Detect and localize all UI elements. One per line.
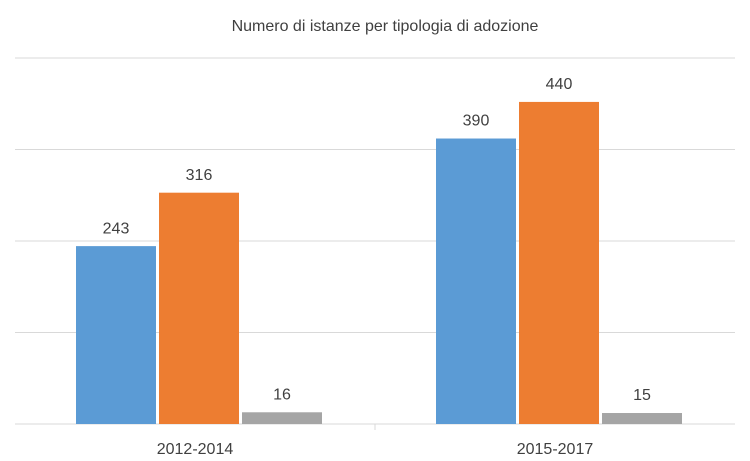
data-label: 16	[273, 387, 291, 404]
bar	[436, 138, 516, 424]
bar	[519, 101, 599, 425]
data-label: 243	[103, 220, 130, 237]
x-tick-label: 2015-2017	[517, 441, 594, 458]
data-label: 15	[633, 387, 651, 404]
bar	[76, 246, 156, 424]
bar	[242, 412, 322, 424]
bar	[602, 413, 682, 424]
x-tick-label: 2012-2014	[157, 441, 234, 458]
chart-title: Numero di istanze per tipologia di adozi…	[232, 18, 539, 35]
bar	[159, 192, 239, 424]
data-label: 390	[463, 113, 490, 130]
data-label: 316	[186, 167, 213, 184]
data-label: 440	[546, 76, 573, 93]
